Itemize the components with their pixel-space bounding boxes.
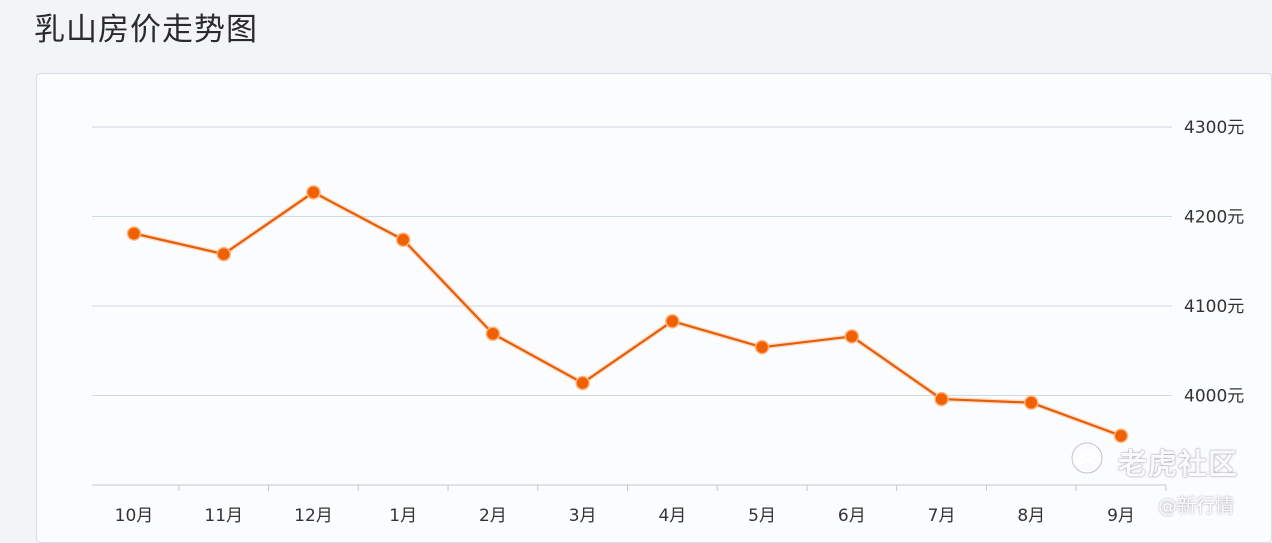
watermark-handle: @新行情: [1158, 495, 1235, 517]
series-line: [133, 191, 1122, 437]
watermark-brand: 老虎社区: [1118, 447, 1239, 481]
data-point: [485, 326, 501, 341]
x-tick-label: 2月: [479, 506, 507, 526]
data-point: [216, 246, 231, 262]
y-tick-label: 4000元: [1184, 387, 1244, 407]
data-point: [1024, 395, 1039, 410]
data-point: [575, 375, 590, 391]
y-axis-ticks: 4000元 4100元 4200元 4300元: [1166, 118, 1244, 407]
data-point: [306, 185, 321, 200]
data-point: [844, 329, 860, 344]
x-tick-label: 1月: [389, 506, 417, 526]
x-tick-label: 3月: [569, 506, 597, 526]
data-point: [934, 391, 949, 407]
y-tick-label: 4200元: [1184, 208, 1244, 228]
y-tick-label: 4300元: [1184, 118, 1244, 138]
data-point: [395, 232, 411, 248]
x-axis: 10月 11月 12月 1月 2月 3月 4月 5月 6月 7月 8月 9月: [92, 484, 1167, 526]
tiger-logo-icon: [1070, 441, 1104, 475]
data-point: [665, 313, 680, 329]
chart-panel: [36, 73, 1272, 543]
data-point: [126, 226, 142, 241]
grid-lines: [92, 126, 1166, 396]
x-tick-label: 8月: [1017, 506, 1045, 526]
series-group: [126, 185, 1129, 444]
page-title: 乳山房价走势图: [34, 12, 258, 48]
x-tick-label: 5月: [748, 506, 776, 526]
x-tick-label: 11月: [204, 506, 243, 526]
x-tick-label: 6月: [838, 506, 866, 526]
line-chart: 10月 11月 12月 1月 2月 3月 4月 5月 6月 7月 8月 9月 4000元 4100元 42…: [92, 118, 1244, 526]
x-tick-label: 10月: [115, 506, 154, 526]
x-tick-label: 7月: [928, 506, 956, 526]
data-point: [754, 339, 770, 355]
x-tick-label: 9月: [1107, 506, 1135, 526]
y-tick-label: 4100元: [1184, 297, 1244, 317]
x-tick-label: 4月: [658, 506, 686, 526]
x-tick-label: 12月: [294, 506, 333, 526]
data-point: [1113, 428, 1129, 444]
